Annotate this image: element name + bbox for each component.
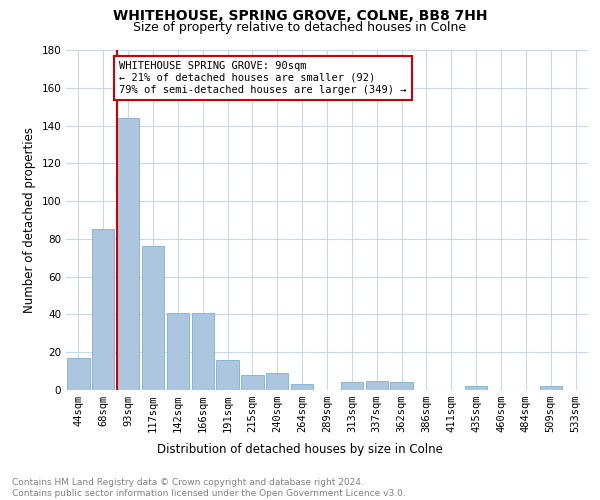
Bar: [92, 230, 115, 390]
Bar: [341, 382, 363, 390]
Y-axis label: Number of detached properties: Number of detached properties: [23, 127, 36, 313]
Bar: [465, 386, 487, 390]
Bar: [266, 373, 289, 390]
Bar: [117, 118, 139, 390]
Bar: [142, 246, 164, 390]
Bar: [391, 382, 413, 390]
Text: Distribution of detached houses by size in Colne: Distribution of detached houses by size …: [157, 442, 443, 456]
Text: Contains HM Land Registry data © Crown copyright and database right 2024.
Contai: Contains HM Land Registry data © Crown c…: [12, 478, 406, 498]
Text: WHITEHOUSE SPRING GROVE: 90sqm
← 21% of detached houses are smaller (92)
79% of : WHITEHOUSE SPRING GROVE: 90sqm ← 21% of …: [119, 62, 407, 94]
Text: WHITEHOUSE, SPRING GROVE, COLNE, BB8 7HH: WHITEHOUSE, SPRING GROVE, COLNE, BB8 7HH: [113, 9, 487, 23]
Text: Size of property relative to detached houses in Colne: Size of property relative to detached ho…: [133, 21, 467, 34]
Bar: [539, 386, 562, 390]
Bar: [217, 360, 239, 390]
Bar: [291, 384, 313, 390]
Bar: [241, 375, 263, 390]
Bar: [365, 380, 388, 390]
Bar: [167, 312, 189, 390]
Bar: [67, 358, 89, 390]
Bar: [191, 312, 214, 390]
